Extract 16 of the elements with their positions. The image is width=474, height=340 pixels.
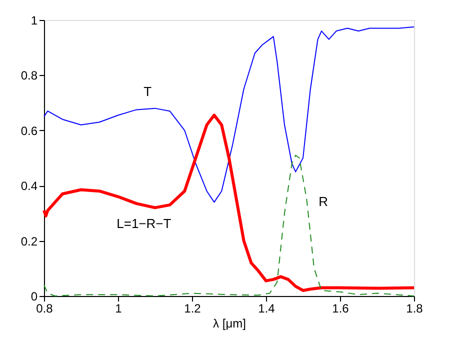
y-tick-label: 1 (30, 14, 38, 28)
y-tick-label: 0.2 (20, 234, 38, 248)
annotation: T (144, 84, 152, 99)
y-tick-label: 0.4 (20, 179, 38, 194)
y-tick-label: 0.8 (20, 68, 38, 83)
x-axis-title: λ [μm] (213, 316, 246, 330)
annotation: L=1−R−T (116, 216, 172, 232)
line-series (42, 114, 416, 292)
y-tick-label: 0.6 (20, 124, 38, 138)
x-tick-label: 1.2 (184, 302, 202, 316)
annotation: R (318, 194, 328, 210)
x-tick-label: 1.8 (406, 302, 424, 316)
x-tick-label: 1 (115, 302, 122, 316)
y-tick-label: 0 (30, 290, 38, 304)
x-tick-label: 1.4 (258, 302, 276, 316)
x-tick-label: 1.6 (332, 302, 350, 316)
